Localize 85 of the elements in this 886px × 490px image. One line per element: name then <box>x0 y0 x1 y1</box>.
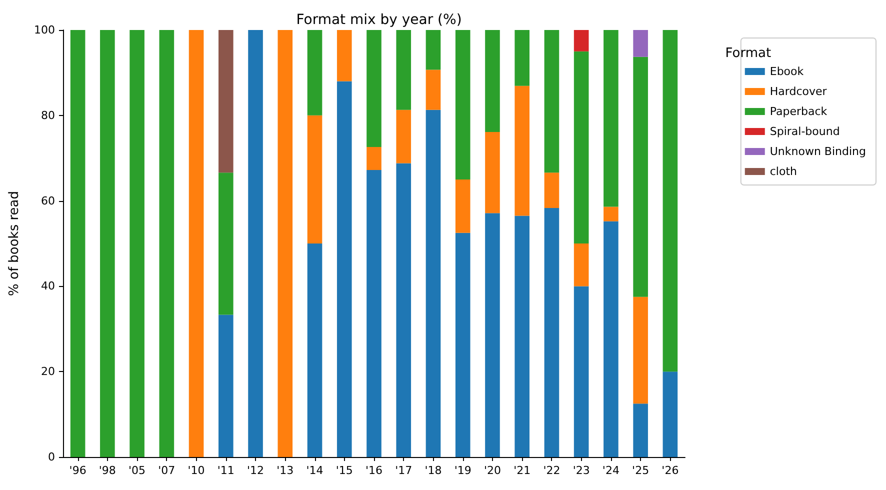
bar <box>218 30 234 173</box>
y-tick-label: 60 <box>41 194 55 208</box>
bar <box>366 147 382 170</box>
legend-label: Ebook <box>770 65 804 78</box>
bar <box>485 213 500 457</box>
x-tick-label: '98 <box>98 464 116 477</box>
bar <box>426 70 441 110</box>
bar <box>455 179 470 233</box>
x-tick-label: '25 <box>632 464 650 477</box>
y-tick-label: 40 <box>41 280 55 293</box>
x-tick-label: '23 <box>572 464 590 477</box>
bar <box>218 314 234 457</box>
chart-title: Format mix by year (%) <box>296 12 462 28</box>
x-tick-label: '14 <box>306 464 324 477</box>
bar <box>514 30 530 86</box>
bar <box>544 172 560 208</box>
bar <box>604 221 618 457</box>
bar <box>248 30 263 457</box>
y-tick-label: 0 <box>48 450 55 464</box>
bar <box>485 30 500 132</box>
bar <box>574 51 589 244</box>
x-tick-label: '18 <box>424 464 442 477</box>
x-tick-label: '05 <box>128 464 146 477</box>
legend-label: Hardcover <box>770 85 828 98</box>
bar <box>574 244 589 286</box>
bar <box>218 172 234 315</box>
legend-label: Spiral-bound <box>770 125 840 138</box>
x-tick-label: '19 <box>454 464 472 477</box>
x-tick-label: '10 <box>188 464 205 477</box>
x-tick-label: '11 <box>217 464 234 477</box>
x-tick-label: '07 <box>158 464 176 477</box>
bar <box>426 110 441 457</box>
bar <box>336 30 352 82</box>
x-tick-label: '22 <box>543 464 560 477</box>
x-tick-label: '96 <box>69 464 86 477</box>
x-tick-label: '21 <box>514 464 531 477</box>
legend-title: Format <box>725 46 772 61</box>
y-axis-title: % of books read <box>7 190 22 296</box>
bar <box>485 132 500 214</box>
bar <box>396 110 412 164</box>
bar <box>366 30 382 147</box>
bar <box>336 81 352 457</box>
x-tick-label: '15 <box>336 464 353 477</box>
bar <box>70 30 86 457</box>
x-tick-label: '12 <box>247 464 264 477</box>
bar <box>426 30 441 70</box>
bar <box>159 30 174 457</box>
y-tick-label: 100 <box>34 24 55 36</box>
legend-label: Paperback <box>770 105 828 118</box>
bar <box>662 30 678 372</box>
bar <box>544 30 560 173</box>
legend-label: Unknown Binding <box>770 145 866 158</box>
y-tick-label: 80 <box>41 108 55 122</box>
bar <box>396 163 412 457</box>
bar <box>574 30 589 52</box>
bar <box>604 30 618 207</box>
bar <box>633 30 648 57</box>
bar <box>574 286 589 457</box>
bar <box>662 372 678 457</box>
x-tick-label: '17 <box>395 464 412 477</box>
bar <box>307 244 322 457</box>
bar <box>307 115 322 244</box>
bar <box>604 206 618 222</box>
bar <box>455 232 470 457</box>
bar <box>100 30 115 457</box>
bar <box>396 30 412 110</box>
bar <box>633 56 648 297</box>
y-tick-label: 20 <box>41 365 55 378</box>
legend-label: cloth <box>770 165 798 178</box>
x-tick-label: '20 <box>484 464 501 477</box>
bar <box>544 208 560 457</box>
x-tick-label: '13 <box>276 464 294 477</box>
bar <box>188 30 204 457</box>
bar <box>307 30 322 116</box>
bar <box>633 296 648 404</box>
x-tick-label: '26 <box>662 464 679 477</box>
x-tick-label: '16 <box>365 464 383 477</box>
bar <box>278 30 293 457</box>
bar <box>633 404 648 457</box>
bar <box>514 86 530 216</box>
bar <box>455 30 470 180</box>
x-tick-label: '24 <box>602 464 620 477</box>
bar <box>514 216 530 457</box>
bar <box>130 30 144 457</box>
bar <box>366 170 382 457</box>
